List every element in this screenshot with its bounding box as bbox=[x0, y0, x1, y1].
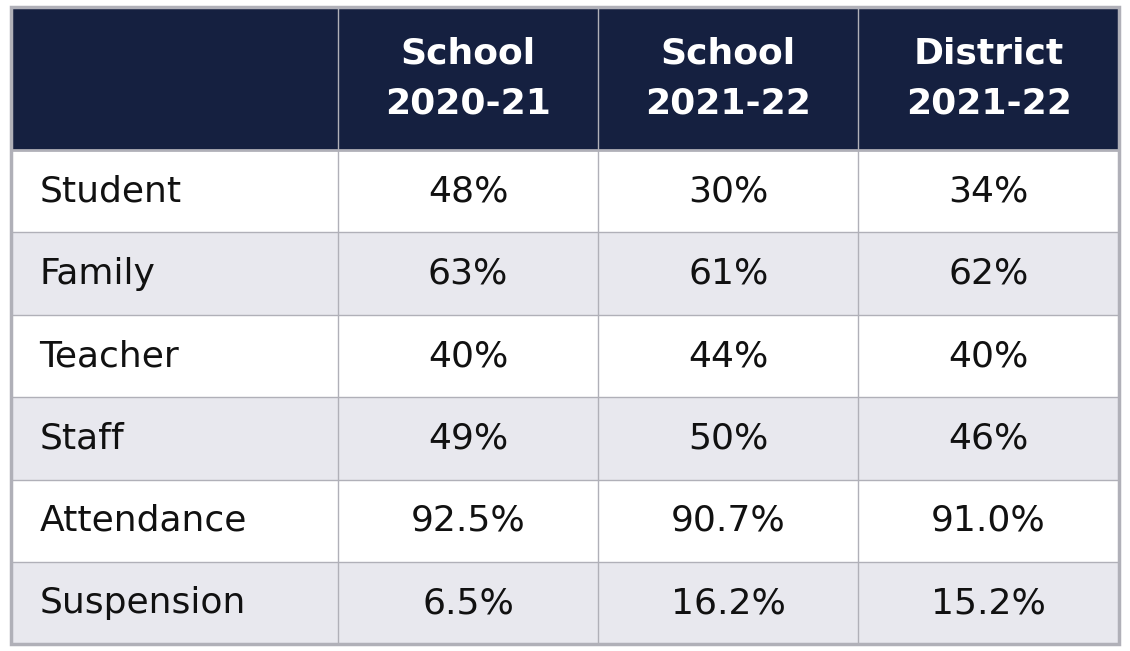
Text: 49%: 49% bbox=[428, 421, 508, 456]
Bar bbox=[11, 7, 338, 150]
Bar bbox=[598, 7, 859, 150]
Bar bbox=[859, 397, 1119, 480]
Bar bbox=[11, 232, 338, 315]
Text: 48%: 48% bbox=[428, 174, 508, 208]
Text: 90.7%: 90.7% bbox=[671, 504, 785, 538]
Bar bbox=[338, 480, 598, 562]
Bar bbox=[859, 480, 1119, 562]
Text: Teacher: Teacher bbox=[40, 339, 180, 373]
Text: Suspension: Suspension bbox=[40, 587, 246, 620]
Text: 61%: 61% bbox=[688, 256, 768, 290]
Text: 40%: 40% bbox=[428, 339, 508, 373]
Bar bbox=[859, 562, 1119, 644]
Text: Family: Family bbox=[40, 256, 156, 290]
Bar bbox=[11, 397, 338, 480]
Bar bbox=[11, 480, 338, 562]
Bar bbox=[11, 562, 338, 644]
Text: 50%: 50% bbox=[688, 421, 768, 456]
Text: 34%: 34% bbox=[948, 174, 1028, 208]
Text: Attendance: Attendance bbox=[40, 504, 247, 538]
Bar bbox=[11, 315, 338, 397]
Text: 92.5%: 92.5% bbox=[410, 504, 525, 538]
Text: 30%: 30% bbox=[688, 174, 768, 208]
Bar bbox=[338, 7, 598, 150]
Text: School
2021-22: School 2021-22 bbox=[645, 36, 811, 120]
Bar bbox=[338, 232, 598, 315]
Text: Staff: Staff bbox=[40, 421, 124, 456]
Bar bbox=[598, 562, 859, 644]
Bar bbox=[598, 480, 859, 562]
Text: 40%: 40% bbox=[948, 339, 1028, 373]
Bar bbox=[859, 150, 1119, 232]
Text: School
2020-21: School 2020-21 bbox=[385, 36, 551, 120]
Text: 62%: 62% bbox=[948, 256, 1028, 290]
Bar bbox=[859, 232, 1119, 315]
Bar bbox=[598, 232, 859, 315]
Text: 15.2%: 15.2% bbox=[931, 587, 1046, 620]
Bar bbox=[598, 397, 859, 480]
Text: Student: Student bbox=[40, 174, 182, 208]
Text: 44%: 44% bbox=[688, 339, 768, 373]
Bar bbox=[338, 150, 598, 232]
Bar bbox=[338, 397, 598, 480]
Bar bbox=[859, 7, 1119, 150]
Bar bbox=[859, 315, 1119, 397]
Bar bbox=[338, 562, 598, 644]
Bar bbox=[598, 150, 859, 232]
Text: 63%: 63% bbox=[428, 256, 508, 290]
Bar bbox=[338, 315, 598, 397]
Text: District
2021-22: District 2021-22 bbox=[905, 36, 1071, 120]
Text: 6.5%: 6.5% bbox=[423, 587, 514, 620]
Text: 91.0%: 91.0% bbox=[931, 504, 1046, 538]
Text: 46%: 46% bbox=[948, 421, 1028, 456]
Bar bbox=[11, 150, 338, 232]
Text: 16.2%: 16.2% bbox=[671, 587, 785, 620]
Bar bbox=[598, 315, 859, 397]
